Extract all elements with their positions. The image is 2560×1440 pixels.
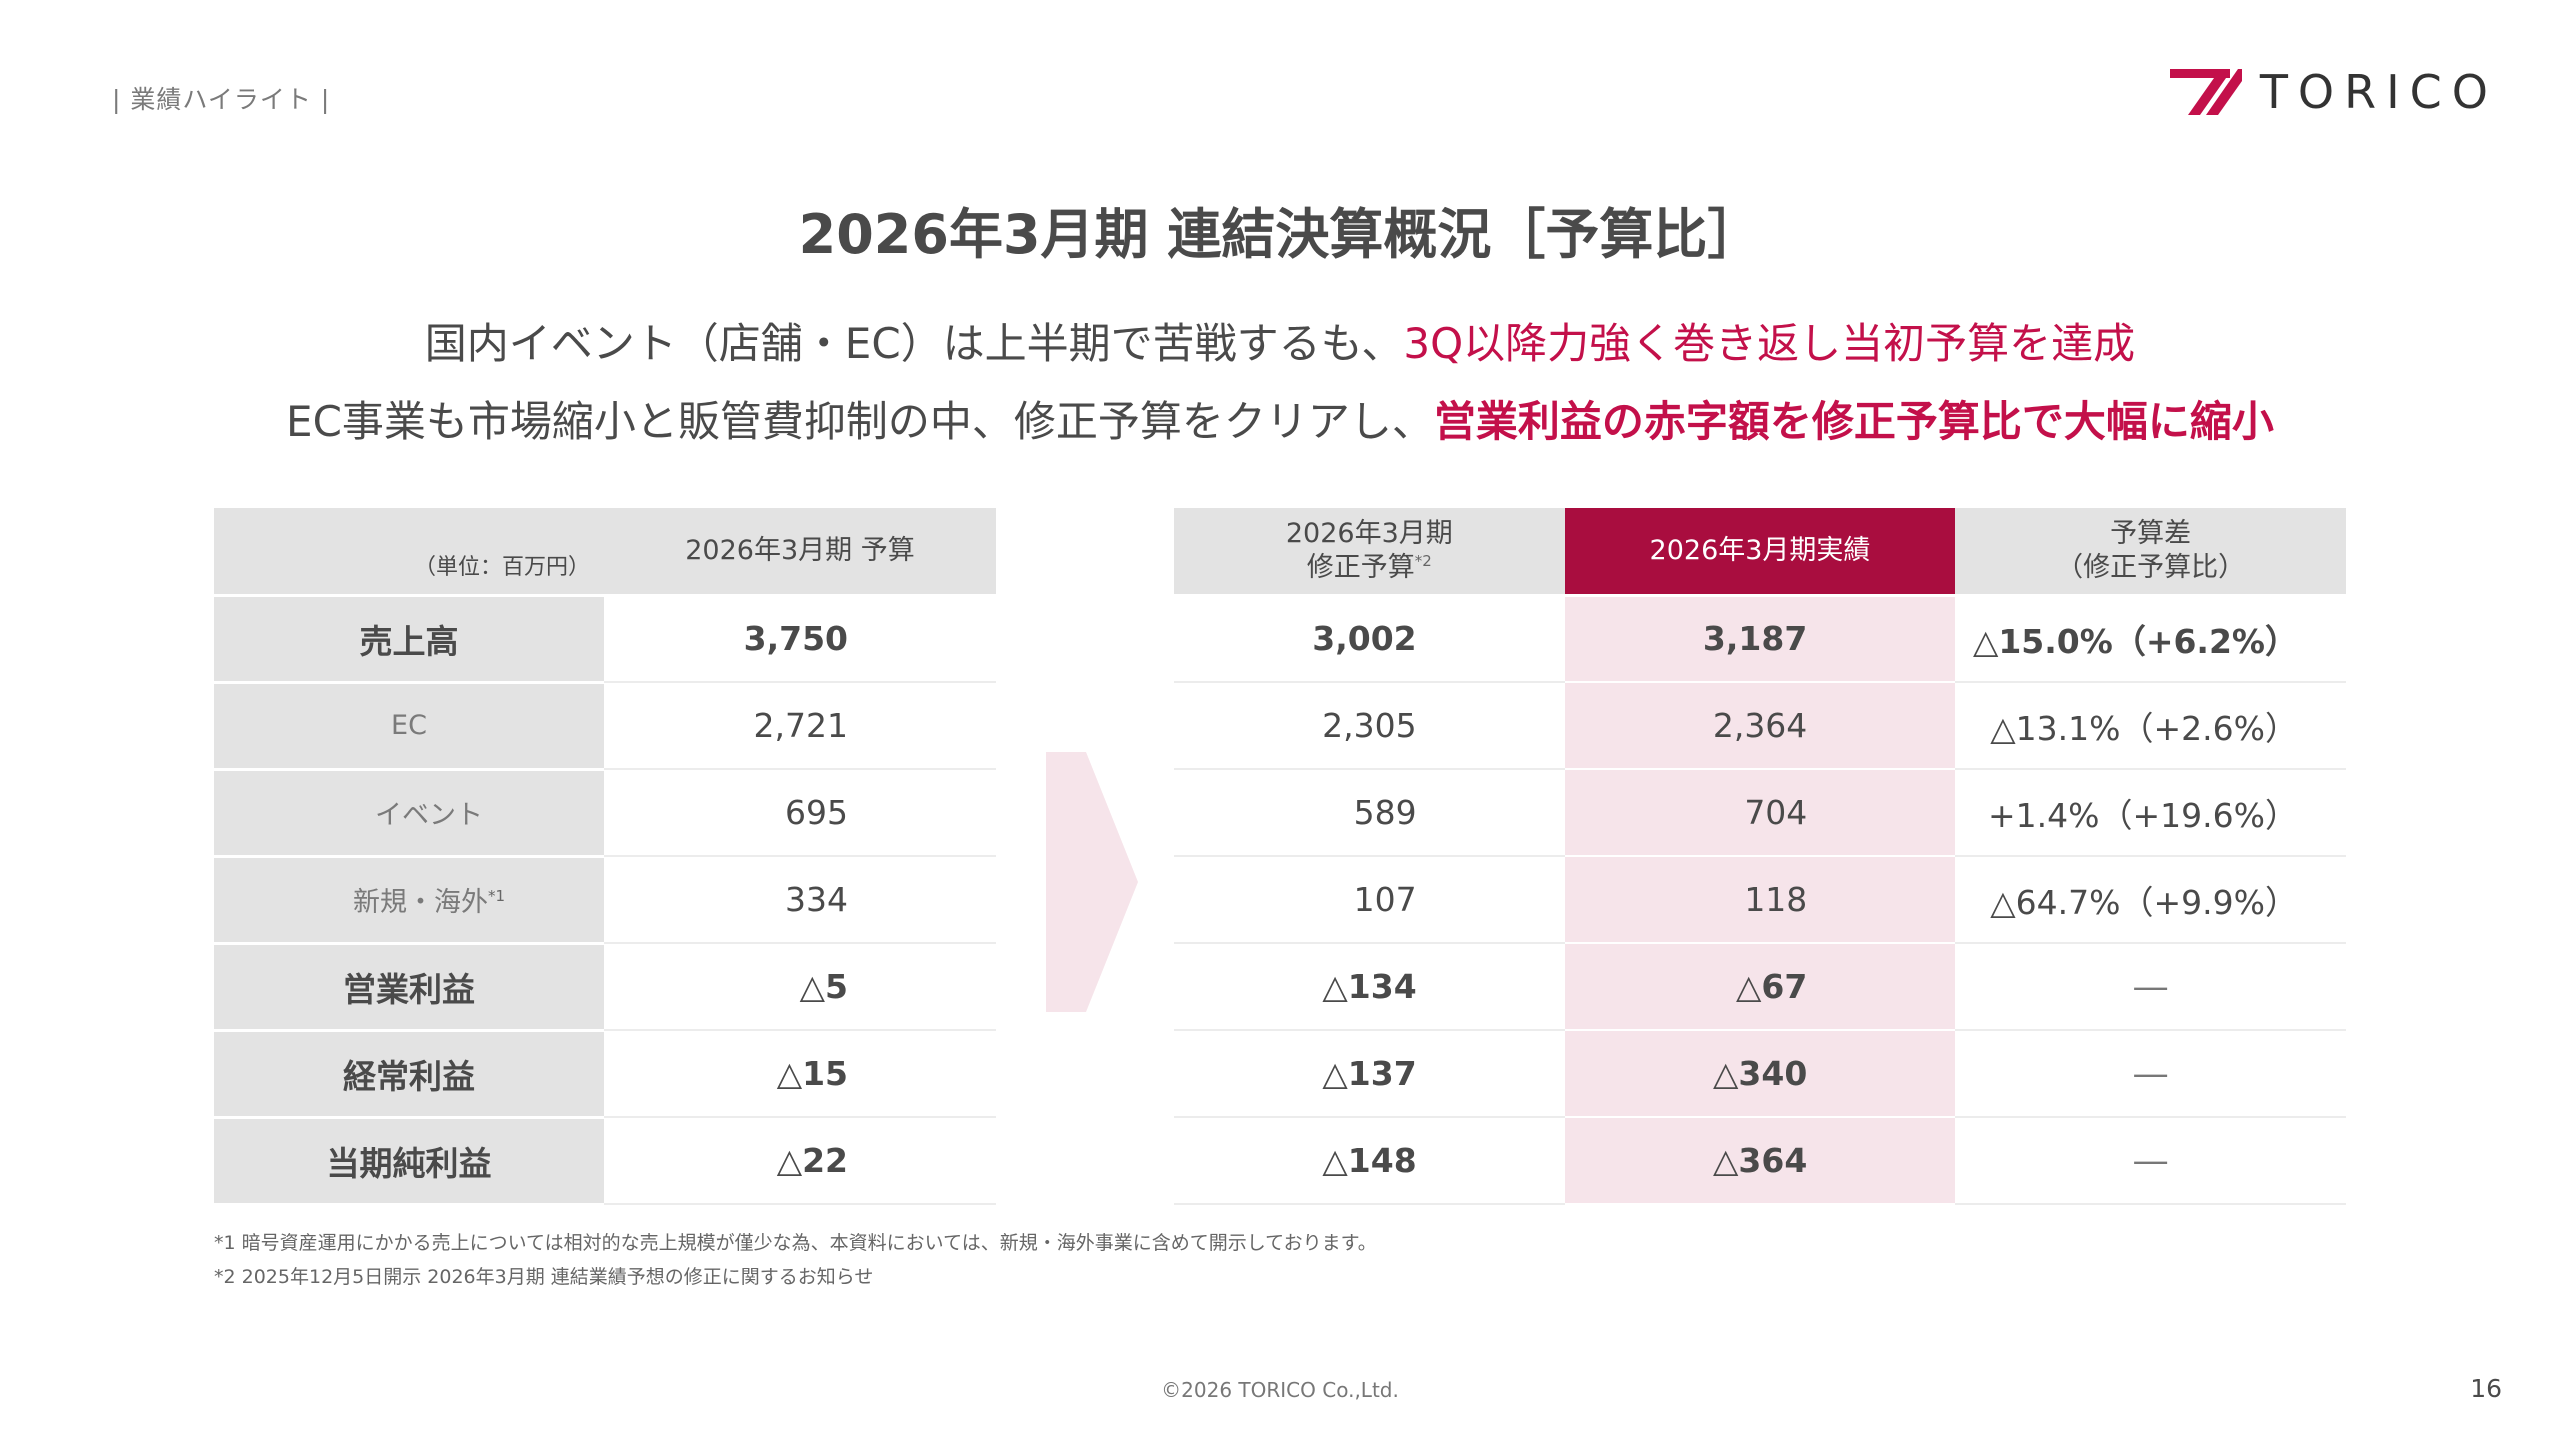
- budget-value-new-overseas: 334: [604, 856, 996, 944]
- diff-value: ―: [1955, 1117, 2346, 1205]
- revised-budget-header: 2026年3月期 修正予算*2: [1174, 508, 1565, 597]
- diff-header-line2: （修正予算比）: [2056, 551, 2246, 583]
- revised-value: 107: [1174, 856, 1565, 944]
- actual-value: △67: [1564, 943, 1956, 1031]
- budget-value-operating-profit: △5: [604, 943, 996, 1031]
- revised-value: 3,002: [1174, 595, 1565, 683]
- row-label-ec: EC: [214, 682, 604, 771]
- torico-logo-icon: [2169, 69, 2242, 115]
- revised-value: △148: [1174, 1117, 1565, 1205]
- row-label-event: イベント: [214, 769, 604, 858]
- footnote-marker-1: *1: [487, 887, 506, 905]
- actual-value: 3,187: [1564, 595, 1956, 683]
- lead-line-2-plain: EC事業も市場縮小と販管費抑制の中、修正予算をクリアし、: [286, 397, 1434, 446]
- table-row: 589 704 +1.4%（+19.6%）: [1174, 769, 2346, 857]
- diff-value: +1.4%（+19.6%）: [1955, 769, 2346, 857]
- table-row: EC 2,721: [214, 682, 996, 771]
- actual-value: △364: [1564, 1117, 1956, 1205]
- revised-header-line2: 修正予算: [1306, 551, 1415, 583]
- table-row: 107 118 △64.7%（+9.9%）: [1174, 856, 2346, 944]
- diff-value: △64.7%（+9.9%）: [1955, 856, 2346, 944]
- budget-value-ec: 2,721: [604, 682, 996, 770]
- table-row: 経常利益 △15: [214, 1030, 996, 1119]
- unit-label: （単位：百万円）: [214, 508, 604, 597]
- copyright: ©2026 TORICO Co.,Ltd.: [1161, 1378, 1399, 1402]
- footnote-2: *2 2025年12月5日開示 2026年3月期 連結業績予想の修正に関するお知…: [214, 1266, 874, 1288]
- footnote-1: *1 暗号資産運用にかかる売上については相対的な売上規模が僅少な為、本資料におい…: [214, 1232, 1377, 1254]
- results-table: 2026年3月期 修正予算*2 2026年3月期実績 予算差 （修正予算比） 3,0…: [1174, 508, 2346, 1205]
- company-logo: TORICO: [2169, 65, 2498, 119]
- table-row: 営業利益 △5: [214, 943, 996, 1032]
- diff-value: ―: [1955, 1030, 2346, 1118]
- table-row: △148 △364 ―: [1174, 1117, 2346, 1205]
- budget-value-sales: 3,750: [604, 595, 996, 683]
- chevron-right-icon: [1046, 752, 1138, 1012]
- row-label-net-profit: 当期純利益: [214, 1117, 604, 1206]
- budget-value-ordinary-profit: △15: [604, 1030, 996, 1118]
- revised-header-line1: 2026年3月期: [1285, 518, 1453, 549]
- table-row: △134 △67 ―: [1174, 943, 2346, 1031]
- logo-text: TORICO: [2259, 65, 2498, 119]
- budget-table: （単位：百万円） 2026年3月期 予算 売上高 3,750 EC 2,721 …: [214, 508, 996, 1206]
- table-row: △137 △340 ―: [1174, 1030, 2346, 1118]
- lead-line-1-plain: 国内イベント（店舗・EC）は上半期で苦戦するも、: [424, 319, 1404, 368]
- row-label-sales: 売上高: [214, 595, 604, 684]
- row-label-operating-profit: 営業利益: [214, 943, 604, 1032]
- budget-value-net-profit: △22: [604, 1117, 996, 1205]
- table-row: 2,305 2,364 △13.1%（+2.6%）: [1174, 682, 2346, 770]
- diff-value: △13.1%（+2.6%）: [1955, 682, 2346, 770]
- actual-value: 704: [1564, 769, 1956, 857]
- lead-line-2-highlight: 営業利益の赤字額を修正予算比で大幅に縮小: [1433, 397, 2274, 446]
- revised-value: 589: [1174, 769, 1565, 857]
- table-row: 3,002 3,187 △15.0%（+6.2%）: [1174, 595, 2346, 683]
- revised-value: △134: [1174, 943, 1565, 1031]
- page-title: 2026年3月期 連結決算概況［予算比］: [798, 203, 1762, 266]
- row-label-new-overseas: 新規・海外*1: [214, 856, 604, 945]
- table-row: 売上高 3,750: [214, 595, 996, 684]
- row-label-new-overseas-text: 新規・海外: [352, 887, 488, 918]
- table-row: 当期純利益 △22: [214, 1117, 996, 1206]
- actual-value: 2,364: [1564, 682, 1956, 770]
- budget-column-header: 2026年3月期 予算: [604, 508, 996, 597]
- diff-value: △15.0%（+6.2%）: [1955, 595, 2346, 683]
- revised-value: 2,305: [1174, 682, 1565, 770]
- row-label-ordinary-profit: 経常利益: [214, 1030, 604, 1119]
- table-row: 新規・海外*1 334: [214, 856, 996, 945]
- actual-value: 118: [1564, 856, 1956, 944]
- table-row: イベント 695: [214, 769, 996, 858]
- section-tag: | 業績ハイライト |: [112, 85, 331, 114]
- revised-value: △137: [1174, 1030, 1565, 1118]
- diff-header-line1: 予算差: [2110, 518, 2192, 549]
- actual-header: 2026年3月期実績: [1564, 508, 1956, 597]
- page-number: 16: [2470, 1374, 2502, 1403]
- lead-line-2: EC事業も市場縮小と販管費抑制の中、修正予算をクリアし、営業利益の赤字額を修正予…: [0, 388, 2560, 449]
- budget-value-event: 695: [604, 769, 996, 857]
- actual-value: △340: [1564, 1030, 1956, 1118]
- diff-value: ―: [1955, 943, 2346, 1031]
- lead-line-1: 国内イベント（店舗・EC）は上半期で苦戦するも、3Q以降力強く巻き返し当初予算を…: [0, 310, 2560, 371]
- footnote-marker-2: *2: [1414, 551, 1432, 570]
- diff-header: 予算差 （修正予算比）: [1955, 508, 2346, 597]
- lead-line-1-highlight: 3Q以降力強く巻き返し当初予算を達成: [1403, 319, 2136, 368]
